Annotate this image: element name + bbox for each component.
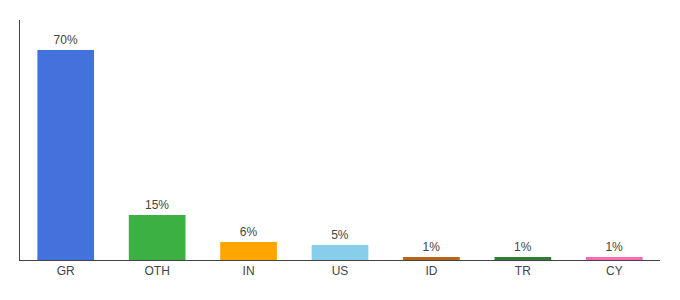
svg-text:15%: 15%: [145, 198, 169, 212]
svg-text:6%: 6%: [240, 225, 258, 239]
svg-text:TR: TR: [515, 264, 531, 278]
svg-text:US: US: [332, 264, 349, 278]
svg-text:1%: 1%: [514, 240, 532, 254]
svg-text:ID: ID: [425, 264, 437, 278]
svg-text:GR: GR: [57, 264, 75, 278]
svg-text:1%: 1%: [605, 240, 623, 254]
svg-text:OTH: OTH: [144, 264, 169, 278]
svg-text:70%: 70%: [54, 33, 78, 47]
svg-text:1%: 1%: [423, 240, 441, 254]
svg-text:CY: CY: [606, 264, 623, 278]
svg-text:IN: IN: [243, 264, 255, 278]
svg-text:5%: 5%: [331, 228, 349, 242]
